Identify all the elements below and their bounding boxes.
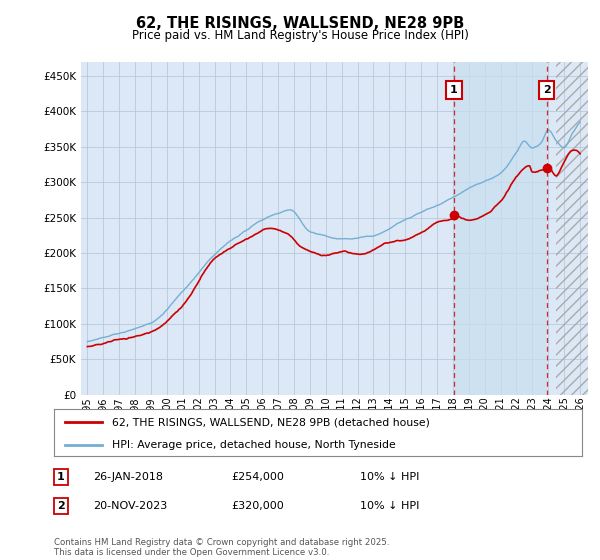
Text: 2: 2: [57, 501, 65, 511]
Text: Price paid vs. HM Land Registry's House Price Index (HPI): Price paid vs. HM Land Registry's House …: [131, 29, 469, 42]
Text: 10% ↓ HPI: 10% ↓ HPI: [360, 501, 419, 511]
Text: Contains HM Land Registry data © Crown copyright and database right 2025.
This d: Contains HM Land Registry data © Crown c…: [54, 538, 389, 557]
Text: 20-NOV-2023: 20-NOV-2023: [93, 501, 167, 511]
Text: 1: 1: [57, 472, 65, 482]
Text: 10% ↓ HPI: 10% ↓ HPI: [360, 472, 419, 482]
Text: £254,000: £254,000: [231, 472, 284, 482]
Text: £320,000: £320,000: [231, 501, 284, 511]
Bar: [454, 62, 547, 395]
Bar: [547, 62, 588, 395]
Bar: [556, 62, 588, 395]
Bar: [556, 62, 588, 395]
Text: 2: 2: [543, 85, 551, 95]
Text: 62, THE RISINGS, WALLSEND, NE28 9PB: 62, THE RISINGS, WALLSEND, NE28 9PB: [136, 16, 464, 31]
Text: 1: 1: [450, 85, 458, 95]
Text: 62, THE RISINGS, WALLSEND, NE28 9PB (detached house): 62, THE RISINGS, WALLSEND, NE28 9PB (det…: [112, 417, 430, 427]
Text: HPI: Average price, detached house, North Tyneside: HPI: Average price, detached house, Nort…: [112, 440, 396, 450]
Text: 26-JAN-2018: 26-JAN-2018: [93, 472, 163, 482]
